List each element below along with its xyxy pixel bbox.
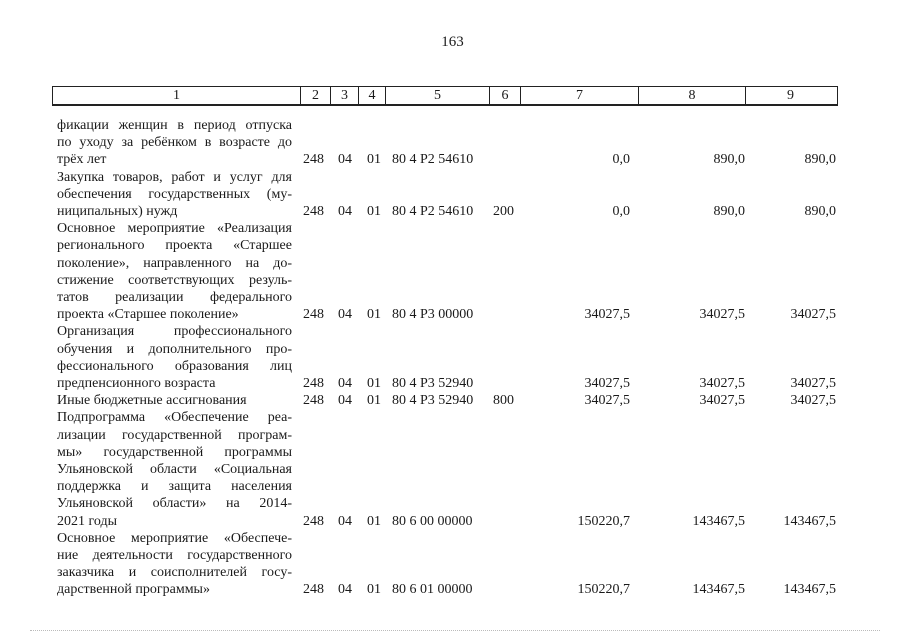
- row-description-line: мы» государственной программы: [57, 444, 292, 460]
- page-bottom-edge: [30, 630, 880, 631]
- cell-c9: 143467,5: [783, 582, 837, 598]
- cell-c8: 890,0: [713, 204, 746, 220]
- row-description-line: поколение», направленного на до-: [57, 255, 292, 271]
- row-description-line: дарственной программы»: [57, 582, 210, 598]
- header-col-5: 5: [386, 87, 490, 104]
- header-col-7: 7: [521, 87, 639, 104]
- header-col-4: 4: [359, 87, 386, 104]
- row-description-line: обеспечения государственных (му-: [57, 186, 292, 202]
- row-description-line: проекта «Старшее поколение»: [57, 307, 239, 323]
- cell-c3: 04: [338, 307, 352, 323]
- row-description-line: Закупка товаров, работ и услуг для: [57, 169, 292, 185]
- row-description-line: Основное мероприятие «Обеспече-: [57, 530, 292, 546]
- row-description-line: Иные бюджетные ассигнования: [57, 393, 247, 409]
- row-description-line: предпенсионного возраста: [57, 376, 216, 392]
- row-description-line: Подпрограмма «Обеспечение реа-: [57, 410, 292, 426]
- cell-c9: 34027,5: [790, 376, 837, 392]
- cell-c4: 01: [367, 393, 381, 409]
- cell-c5: 80 6 01 00000: [392, 582, 473, 598]
- cell-c8: 34027,5: [699, 393, 746, 409]
- cell-c4: 01: [367, 307, 381, 323]
- cell-c9: 34027,5: [790, 393, 837, 409]
- row-description-line: заказчика и соисполнителей госу-: [57, 565, 292, 581]
- cell-c9: 143467,5: [783, 513, 837, 529]
- row-description-line: трёх лет: [57, 152, 107, 168]
- table-row: Иные бюджетные ассигнования 248 04 01 80 4 Р…: [57, 392, 847, 409]
- row-description-line: обучения и дополнительного про-: [57, 341, 292, 357]
- cell-c8: 34027,5: [699, 307, 746, 323]
- cell-c7: 34027,5: [584, 307, 631, 323]
- table-row: Основное мероприятие «Обеспече-ние деяте…: [57, 530, 847, 599]
- cell-c5: 80 4 Р2 54610: [392, 152, 474, 168]
- row-description-line: по уходу за ребёнком в возрасте до: [57, 135, 292, 151]
- table-header: 1 2 3 4 5 6 7 8 9: [52, 86, 838, 106]
- header-col-6: 6: [490, 87, 521, 104]
- row-description-line: стижение соответствующих резуль-: [57, 272, 292, 288]
- cell-c2: 248: [303, 376, 324, 392]
- header-col-9: 9: [787, 88, 794, 103]
- cell-c9: 34027,5: [790, 307, 837, 323]
- row-description-line: регионального проекта «Старшее: [57, 238, 292, 254]
- cell-c4: 01: [367, 376, 381, 392]
- row-description-line: лизации государственной програм-: [57, 427, 292, 443]
- cell-c5: 80 4 Р3 00000: [392, 307, 474, 323]
- header-col-2: 2: [301, 87, 331, 104]
- row-description-line: фикации женщин в период отпуска: [57, 118, 292, 133]
- cell-c2: 248: [303, 582, 324, 598]
- header-col-3: 3: [331, 87, 359, 104]
- cell-c7: 150220,7: [577, 513, 631, 529]
- row-description-line: поддержка и защита населения: [57, 479, 292, 495]
- cell-c4: 01: [367, 582, 381, 598]
- cell-c5: 80 6 00 00000: [392, 513, 473, 529]
- cell-c7: 34027,5: [584, 376, 631, 392]
- row-description-line: Ульяновской области» на 2014-: [57, 496, 292, 512]
- table-body: фикации женщин в период отпуска по уходу …: [57, 117, 847, 599]
- cell-c4: 01: [367, 204, 381, 220]
- table-row: Организация профессионального обучения и …: [57, 323, 847, 392]
- header-col-8: 8: [639, 87, 746, 104]
- cell-c8: 143467,5: [692, 513, 746, 529]
- cell-c7: 150220,7: [577, 582, 631, 598]
- row-description-line: ние деятельности государственного: [57, 548, 292, 564]
- cell-c4: 01: [367, 513, 381, 529]
- page-number: 163: [441, 34, 464, 50]
- cell-c6: 800: [493, 393, 514, 409]
- cell-c5: 80 4 Р3 52940: [392, 376, 474, 392]
- row-description-line: ниципальных) нужд: [57, 204, 178, 220]
- cell-c9: 890,0: [804, 204, 837, 220]
- cell-c3: 04: [338, 376, 352, 392]
- cell-c3: 04: [338, 152, 352, 168]
- table-row: фикации женщин в период отпуска по уходу …: [57, 117, 847, 169]
- cell-c2: 248: [303, 152, 324, 168]
- cell-c2: 248: [303, 204, 324, 220]
- cell-c8: 890,0: [713, 152, 746, 168]
- cell-c3: 04: [338, 393, 352, 409]
- cell-c3: 04: [338, 582, 352, 598]
- row-description-line: 2021 годы: [57, 513, 118, 529]
- row-description-line: Основное мероприятие «Реализация: [57, 221, 292, 237]
- cell-c4: 01: [367, 152, 381, 168]
- cell-c5: 80 4 Р2 54610: [392, 204, 474, 220]
- cell-c2: 248: [303, 393, 324, 409]
- cell-c3: 04: [338, 513, 352, 529]
- cell-c2: 248: [303, 307, 324, 323]
- cell-c9: 890,0: [804, 152, 837, 168]
- header-col-1: 1: [53, 87, 301, 104]
- cell-c5: 80 4 Р3 52940: [392, 393, 474, 409]
- cell-c8: 34027,5: [699, 376, 746, 392]
- row-description-line: татов реализации федерального: [57, 290, 292, 306]
- table-row: Подпрограмма «Обеспечение реа-лизации го…: [57, 409, 847, 529]
- row-description-line: Организация профессионального: [57, 324, 292, 340]
- cell-c8: 143467,5: [692, 582, 746, 598]
- cell-c7: 0,0: [612, 152, 631, 168]
- cell-c6: 200: [493, 204, 514, 220]
- row-description-line: Ульяновской области «Социальная: [57, 462, 292, 478]
- cell-c7: 0,0: [612, 204, 631, 220]
- cell-c3: 04: [338, 204, 352, 220]
- cell-c2: 248: [303, 513, 324, 529]
- row-description-line: фессионального образования лиц: [57, 358, 292, 374]
- table-row: Закупка товаров, работ и услуг для обеспе…: [57, 169, 847, 221]
- table-row: Основное мероприятие «Реализация регионал…: [57, 220, 847, 323]
- cell-c7: 34027,5: [584, 393, 631, 409]
